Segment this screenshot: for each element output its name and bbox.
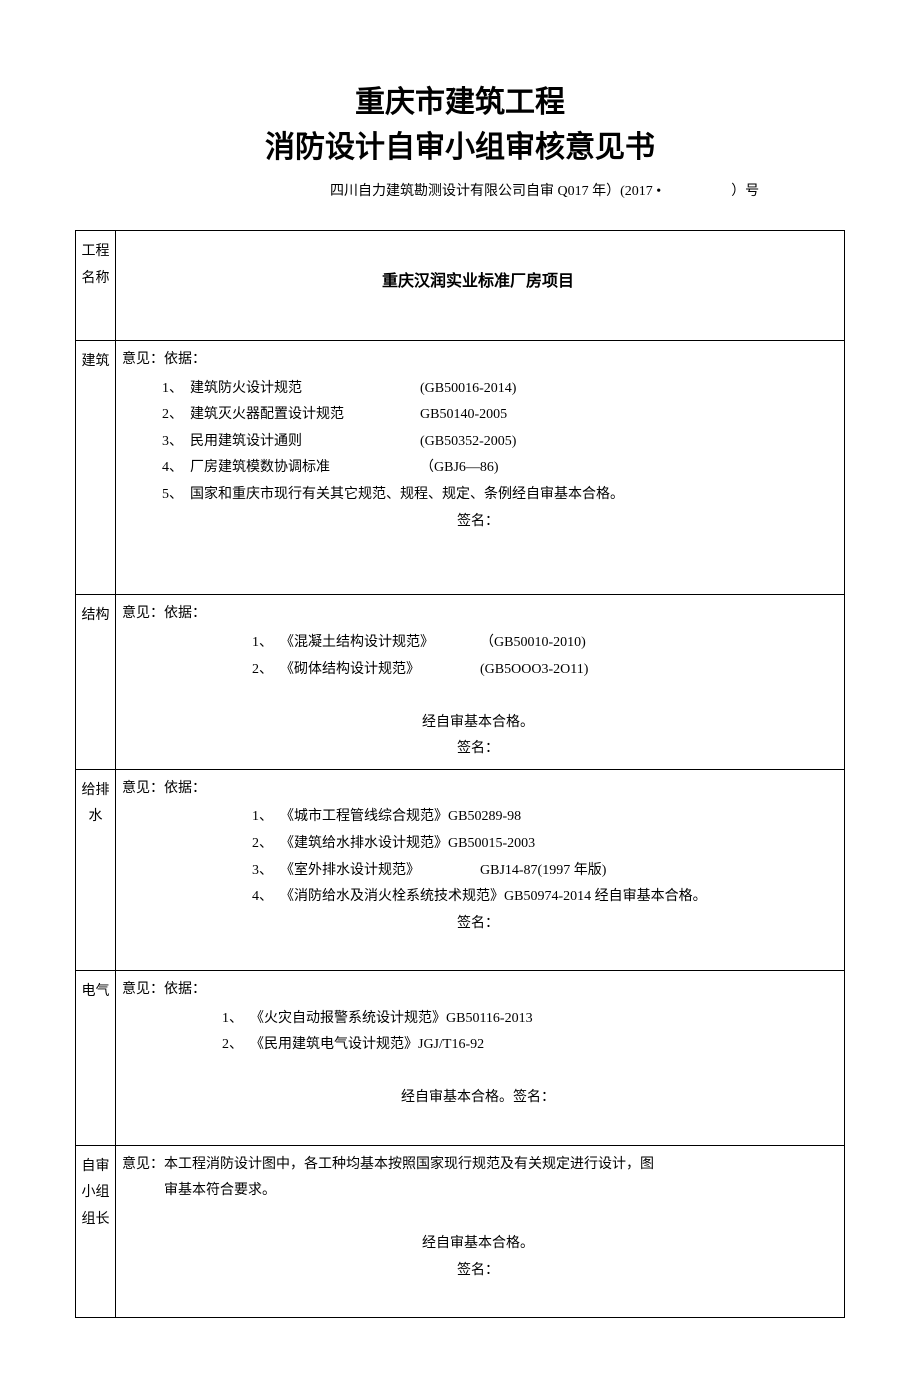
review-table: 工程名称 重庆汉润实业标准厂房项目 建筑 意见：依据： 1、 建筑防火设计规范 … [75, 230, 845, 1318]
arch-item-3-num: 3、 [162, 429, 190, 456]
water-item-3-desc: 《室外排水设计规范》 [280, 858, 480, 885]
arch-item-1-desc: 建筑防火设计规范 [190, 376, 420, 403]
leader-conclusion: 经自审基本合格。 [122, 1231, 834, 1258]
label-leader-text: 自审小组组长 [78, 1154, 113, 1234]
water-item-4-full: 《消防给水及消火栓系统技术规范》GB50974-2014 经自审基本合格。 [280, 884, 834, 911]
struct-item-1-num: 1、 [252, 630, 280, 657]
struct-conclusion: 经自审基本合格。 [122, 710, 834, 737]
water-item-4: 4、 《消防给水及消火栓系统技术规范》GB50974-2014 经自审基本合格。 [252, 884, 834, 911]
water-item-3-num: 3、 [252, 858, 280, 885]
arch-item-4-num: 4、 [162, 455, 190, 482]
document-number: 四川自力建筑勘测设计有限公司自审 Q017 年）(2017 • ）号 [75, 180, 845, 200]
row-label-elec: 电气 [76, 971, 116, 1146]
label-elec-text: 电气 [78, 979, 113, 1006]
label-project-text: 工程名称 [78, 239, 113, 292]
water-item-3-code: GBJ14-87(1997 年版) [480, 858, 834, 885]
row-label-leader: 自审小组组长 [76, 1145, 116, 1318]
water-item-2-full: 《建筑给水排水设计规范》GB50015-2003 [280, 831, 834, 858]
arch-item-3-desc: 民用建筑设计通则 [190, 429, 420, 456]
elec-item-1: 1、 《火灾自动报警系统设计规范》GB50116-2013 [222, 1006, 834, 1033]
arch-item-4: 4、 厂房建筑模数协调标准 （GBJ6—86) [162, 455, 834, 482]
leader-line2: 审基本符合要求。 [122, 1178, 834, 1205]
row-label-arch: 建筑 [76, 340, 116, 594]
label-water-text: 给排水 [78, 778, 113, 831]
leader-line1: 意见：本工程消防设计图中，各工种均基本按照国家现行规范及有关规定进行设计，图 [122, 1152, 834, 1179]
water-item-4-num: 4、 [252, 884, 280, 911]
struct-opinion-prefix: 意见：依据： [122, 601, 834, 628]
arch-item-4-desc: 厂房建筑模数协调标准 [190, 455, 420, 482]
water-content: 意见：依据： 1、 《城市工程管线综合规范》GB50289-98 2、 《建筑给… [116, 769, 845, 970]
arch-item-5-full: 国家和重庆市现行有关其它规范、规程、规定、条例经自审基本合格。 [190, 482, 624, 509]
leader-sign: 签名： [122, 1258, 834, 1285]
elec-content: 意见：依据： 1、 《火灾自动报警系统设计规范》GB50116-2013 2、 … [116, 971, 845, 1146]
row-label-struct: 结构 [76, 595, 116, 770]
project-name-cell: 重庆汉润实业标准厂房项目 [116, 231, 845, 341]
elec-item-1-full: 《火灾自动报警系统设计规范》GB50116-2013 [250, 1006, 834, 1033]
elec-conclusion-sign: 经自审基本合格。签名： [122, 1085, 834, 1112]
row-label-project: 工程名称 [76, 231, 116, 341]
arch-item-1-code: (GB50016-2014) [420, 376, 834, 403]
label-arch-text: 建筑 [78, 349, 113, 376]
water-item-1-num: 1、 [252, 804, 280, 831]
water-item-1-full: 《城市工程管线综合规范》GB50289-98 [280, 804, 834, 831]
elec-opinion-prefix: 意见：依据： [122, 977, 834, 1004]
elec-item-2: 2、 《民用建筑电气设计规范》JGJ/T16-92 [222, 1032, 834, 1059]
struct-item-1-code: （GB50010-2010) [480, 630, 834, 657]
arch-item-4-code: （GBJ6—86) [420, 455, 834, 482]
project-title: 重庆汉润实业标准厂房项目 [122, 237, 834, 307]
elec-item-2-num: 2、 [222, 1032, 250, 1059]
doc-number-prefix: 四川自力建筑勘测设计有限公司自审 Q017 年）(2017 • [330, 184, 661, 199]
water-sign: 签名： [122, 911, 834, 938]
water-item-2: 2、 《建筑给水排水设计规范》GB50015-2003 [252, 831, 834, 858]
arch-opinion-prefix: 意见：依据： [122, 347, 834, 374]
arch-content: 意见：依据： 1、 建筑防火设计规范 (GB50016-2014) 2、 建筑灭… [116, 340, 845, 594]
elec-item-1-num: 1、 [222, 1006, 250, 1033]
struct-item-2-desc: 《砌体结构设计规范》 [280, 657, 480, 684]
water-item-3: 3、 《室外排水设计规范》 GBJ14-87(1997 年版) [252, 858, 834, 885]
struct-item-1: 1、 《混凝土结构设计规范》 （GB50010-2010) [252, 630, 834, 657]
arch-item-2-code: GB50140-2005 [420, 402, 834, 429]
arch-item-3: 3、 民用建筑设计通则 (GB50352-2005) [162, 429, 834, 456]
water-item-1: 1、 《城市工程管线综合规范》GB50289-98 [252, 804, 834, 831]
document-title-line2: 消防设计自审小组审核意见书 [75, 125, 845, 170]
leader-content: 意见：本工程消防设计图中，各工种均基本按照国家现行规范及有关规定进行设计，图 审… [116, 1145, 845, 1318]
struct-item-2-num: 2、 [252, 657, 280, 684]
arch-item-1: 1、 建筑防火设计规范 (GB50016-2014) [162, 376, 834, 403]
label-struct-text: 结构 [78, 603, 113, 630]
arch-item-2: 2、 建筑灭火器配置设计规范 GB50140-2005 [162, 402, 834, 429]
row-label-water: 给排水 [76, 769, 116, 970]
arch-item-5-num: 5、 [162, 482, 190, 509]
arch-item-2-desc: 建筑灭火器配置设计规范 [190, 402, 420, 429]
arch-item-2-num: 2、 [162, 402, 190, 429]
document-title-line1: 重庆市建筑工程 [75, 80, 845, 125]
struct-item-2-code: (GB5OOO3-2O11) [480, 657, 834, 684]
struct-sign: 签名： [122, 736, 834, 763]
water-item-2-num: 2、 [252, 831, 280, 858]
arch-item-3-code: (GB50352-2005) [420, 429, 834, 456]
struct-item-2: 2、 《砌体结构设计规范》 (GB5OOO3-2O11) [252, 657, 834, 684]
arch-sign: 签名： [122, 509, 834, 536]
doc-number-suffix: ）号 [731, 184, 759, 199]
water-opinion-prefix: 意见：依据： [122, 776, 834, 803]
arch-item-5: 5、 国家和重庆市现行有关其它规范、规程、规定、条例经自审基本合格。 [162, 482, 834, 509]
elec-item-2-full: 《民用建筑电气设计规范》JGJ/T16-92 [250, 1032, 834, 1059]
struct-content: 意见：依据： 1、 《混凝土结构设计规范》 （GB50010-2010) 2、 … [116, 595, 845, 770]
struct-item-1-desc: 《混凝土结构设计规范》 [280, 630, 480, 657]
arch-item-1-num: 1、 [162, 376, 190, 403]
